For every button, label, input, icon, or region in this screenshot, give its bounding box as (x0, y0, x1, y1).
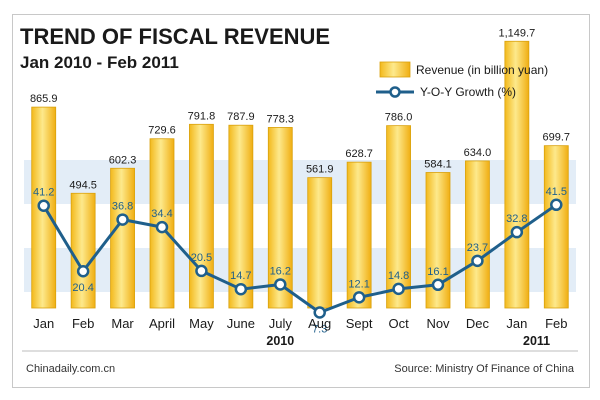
revenue-bar (70, 192, 96, 309)
legend-marker (389, 86, 401, 98)
x-tick-label: Mar (111, 316, 134, 331)
growth-marker (471, 254, 484, 268)
x-tick-label: May (189, 316, 214, 331)
growth-marker (155, 220, 169, 234)
growth-marker (234, 282, 248, 296)
chart-title: TREND OF FISCAL REVENUE (20, 24, 330, 49)
x-axis: Jan Feb Mar April May June July Aug Sept Oct Nov De… (33, 316, 567, 348)
legend-revenue-label: Revenue (in billion yuan) (416, 63, 548, 77)
growth-marker (195, 264, 208, 278)
legend-bar-swatch (379, 61, 411, 78)
year-label: 2011 (523, 334, 550, 348)
growth-marker (37, 199, 50, 212)
revenue-data-label: 786.0 (385, 112, 413, 124)
background-band (24, 248, 576, 292)
growth-data-label: 12.1 (348, 278, 369, 290)
growth-marker (313, 306, 326, 319)
revenue-data-label: 628.7 (345, 148, 373, 160)
growth-data-label: 41.5 (546, 186, 567, 198)
growth-data-label: 41.2 (33, 187, 54, 199)
x-tick-label: Feb (72, 316, 94, 331)
growth-marker (352, 291, 366, 304)
growth-marker (392, 282, 405, 296)
chart-subtitle: Jan 2010 - Feb 2011 (20, 53, 179, 72)
revenue-data-label: 561.9 (306, 164, 334, 176)
revenue-bar (307, 177, 333, 309)
x-tick-label: Dec (466, 316, 490, 331)
revenue-bars (31, 40, 569, 309)
revenue-bar (386, 125, 411, 309)
revenue-bar (543, 145, 569, 309)
growth-data-label: 14.8 (388, 270, 409, 282)
revenue-data-label: 729.6 (148, 125, 176, 137)
x-tick-label: Oct (388, 316, 409, 331)
growth-data-label: 36.8 (112, 201, 133, 213)
growth-marker (550, 198, 563, 212)
legend-growth-label: Y-O-Y Growth (%) (420, 85, 516, 99)
growth-line (37, 198, 563, 319)
footer-source-site: Chinadaily.com.cn (26, 363, 115, 375)
growth-marker (76, 264, 90, 278)
revenue-bar (189, 123, 214, 309)
revenue-data-label: 699.7 (543, 132, 571, 144)
x-tick-label: Aug (308, 316, 331, 331)
x-tick-label: Jan (506, 316, 527, 331)
x-tick-label: Sept (346, 316, 373, 331)
growth-data-label: 20.4 (72, 282, 93, 294)
x-tick-label: Feb (545, 316, 567, 331)
growth-data-label: 14.7 (230, 270, 251, 282)
growth-marker (274, 278, 287, 291)
background-bands (24, 160, 576, 292)
data-labels: 865.9 494.5 602.3 729.6 791.8 787.9 778.3 561.9… (30, 27, 570, 335)
revenue-bar (110, 167, 135, 309)
growth-data-label: 7.3 (312, 324, 327, 336)
background-band (24, 160, 576, 204)
x-tick-label: July (269, 316, 293, 331)
revenue-data-label: 584.1 (424, 158, 452, 170)
growth-data-label: 34.4 (151, 208, 172, 220)
revenue-data-label: 602.3 (109, 154, 137, 166)
growth-marker (116, 213, 129, 226)
revenue-data-label: 1,149.7 (499, 27, 536, 39)
revenue-data-label: 787.9 (227, 111, 255, 123)
legend: Revenue (in billion yuan) Y-O-Y Growth (… (376, 61, 548, 99)
footer-source: Source: Ministry Of Finance of China (394, 363, 575, 375)
revenue-data-label: 865.9 (30, 93, 58, 105)
revenue-bar (465, 160, 490, 309)
revenue-data-label: 778.3 (267, 113, 295, 125)
revenue-bar (267, 127, 293, 309)
growth-data-label: 20.5 (191, 252, 212, 264)
x-tick-label: June (227, 316, 255, 331)
x-tick-label: Jan (33, 316, 54, 331)
x-tick-label: Nov (426, 316, 450, 331)
x-tick-label: April (149, 316, 175, 331)
growth-data-label: 23.7 (467, 242, 488, 254)
growth-data-label: 16.1 (427, 266, 448, 278)
revenue-data-label: 494.5 (69, 179, 97, 191)
revenue-bar (346, 161, 372, 309)
revenue-data-label: 791.8 (188, 110, 216, 122)
revenue-data-label: 634.0 (464, 147, 492, 159)
year-label: 2010 (266, 334, 294, 348)
growth-marker (431, 278, 445, 292)
growth-marker (510, 225, 524, 239)
revenue-bar (504, 40, 530, 309)
growth-data-label: 16.2 (270, 265, 291, 277)
growth-data-label: 32.8 (506, 213, 527, 225)
revenue-bar (228, 124, 254, 309)
growth-line-path (42, 203, 558, 314)
